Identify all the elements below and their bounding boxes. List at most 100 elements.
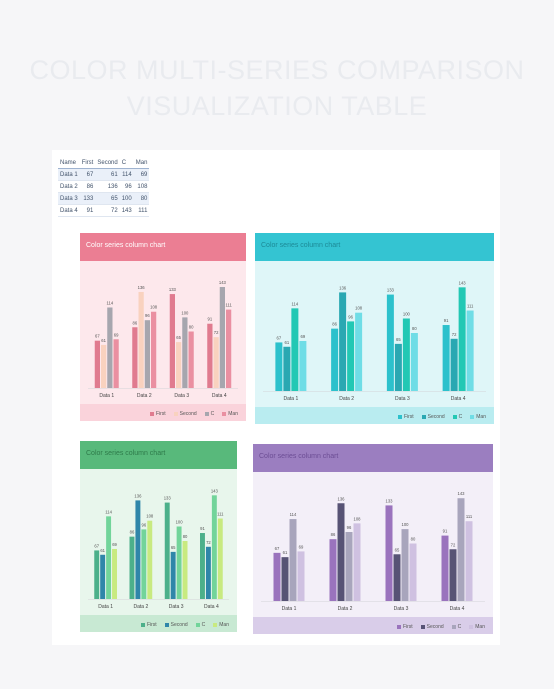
data-label: 72 bbox=[451, 542, 456, 547]
bar-second-2 bbox=[138, 291, 144, 388]
category-label: Data 1 bbox=[98, 604, 113, 610]
data-label: 108 bbox=[355, 306, 363, 311]
data-label: 143 bbox=[459, 280, 467, 285]
bar-second-3 bbox=[170, 551, 176, 599]
bar-first-3 bbox=[169, 294, 175, 388]
data-label: 133 bbox=[386, 498, 394, 503]
legend-item-first: First bbox=[140, 622, 157, 628]
bar-second-3 bbox=[176, 342, 182, 388]
data-label: 86 bbox=[133, 320, 138, 325]
chart-legend: First Second C Man bbox=[149, 411, 238, 417]
bar-first-2 bbox=[132, 327, 138, 388]
legend-item-c: C bbox=[451, 624, 462, 630]
data-label: 114 bbox=[290, 512, 297, 517]
data-label: 65 bbox=[176, 335, 181, 340]
data-label: 72 bbox=[206, 540, 211, 545]
bar-first-3 bbox=[164, 502, 170, 599]
bar-c-1 bbox=[291, 308, 299, 391]
category-label: Data 1 bbox=[99, 393, 114, 399]
legend-item-second: Second bbox=[164, 622, 188, 628]
bar-c-3 bbox=[401, 529, 409, 601]
legend-label: First bbox=[403, 414, 414, 420]
bar-man-4 bbox=[465, 521, 473, 601]
data-label: 61 bbox=[283, 550, 288, 555]
bar-c-3 bbox=[182, 317, 188, 388]
table-cell: 91 bbox=[79, 204, 96, 217]
chart-title: Color series column chart bbox=[80, 233, 246, 261]
data-label: 136 bbox=[134, 493, 142, 498]
bar-c-2 bbox=[347, 321, 355, 391]
table-cell: 65 bbox=[95, 192, 120, 205]
bar-first-4 bbox=[442, 325, 450, 391]
category-label: Data 2 bbox=[137, 393, 152, 399]
legend-swatch bbox=[469, 625, 474, 629]
legend-item-man: Man bbox=[222, 411, 238, 417]
legend-swatch bbox=[222, 412, 227, 416]
category-label: Data 3 bbox=[174, 393, 189, 399]
bar-first-3 bbox=[386, 294, 394, 391]
data-label: 143 bbox=[219, 280, 227, 285]
bar-c-4 bbox=[211, 495, 217, 599]
data-label: 111 bbox=[466, 514, 473, 519]
bar-man-3 bbox=[188, 331, 194, 388]
bar-c-4 bbox=[457, 498, 465, 601]
bar-man-2 bbox=[147, 520, 153, 599]
legend-swatch bbox=[195, 623, 200, 627]
data-label: 100 bbox=[176, 520, 184, 525]
data-label: 143 bbox=[458, 491, 466, 496]
category-label: Data 4 bbox=[451, 396, 466, 402]
data-label: 67 bbox=[95, 334, 100, 339]
bar-first-1 bbox=[273, 552, 281, 601]
bar-second-2 bbox=[339, 292, 347, 391]
legend-label: First bbox=[146, 622, 157, 628]
legend-item-c: C bbox=[452, 414, 462, 420]
chart-footer: First Second C Man bbox=[80, 404, 246, 421]
data-label: 80 bbox=[189, 325, 194, 330]
table-cell: 114 bbox=[119, 168, 134, 181]
bar-man-4 bbox=[226, 309, 232, 388]
category-label: Data 4 bbox=[204, 604, 219, 610]
bar-c-2 bbox=[345, 532, 353, 601]
header-c: C bbox=[119, 157, 134, 169]
bar-c-1 bbox=[106, 516, 112, 599]
table-cell: 67 bbox=[79, 168, 96, 181]
legend-swatch bbox=[213, 623, 218, 627]
data-label: 111 bbox=[225, 303, 232, 308]
data-label: 61 bbox=[101, 338, 106, 343]
table-row: Data 4 91 72 143 111 bbox=[58, 204, 150, 217]
table-cell: 111 bbox=[133, 204, 150, 217]
data-label: 96 bbox=[347, 525, 352, 530]
data-label: 136 bbox=[339, 285, 347, 290]
bar-first-2 bbox=[129, 536, 135, 599]
bar-man-1 bbox=[297, 551, 305, 601]
legend-swatch bbox=[164, 623, 169, 627]
data-table: Name First Second C Man Data 1 67 61 114… bbox=[58, 157, 150, 217]
legend-item-first: First bbox=[149, 411, 166, 417]
chart-title: Color series column chart bbox=[80, 441, 237, 469]
legend-item-man: Man bbox=[470, 414, 486, 420]
bar-first-4 bbox=[441, 535, 449, 601]
legend-label: C bbox=[457, 624, 462, 630]
bar-first-1 bbox=[94, 340, 100, 388]
table-cell: 86 bbox=[79, 180, 96, 193]
table-cell: 69 bbox=[133, 168, 150, 181]
bar-man-3 bbox=[409, 543, 417, 601]
legend-swatch bbox=[397, 415, 402, 419]
bar-c-2 bbox=[144, 320, 150, 388]
data-label: 111 bbox=[467, 304, 474, 309]
legend-swatch bbox=[149, 412, 154, 416]
data-label: 69 bbox=[301, 334, 306, 339]
chart-panel-pink: Color series column chart 67 61 114 69 Data … bbox=[80, 233, 246, 421]
legend-label: C bbox=[201, 622, 206, 628]
data-label: 114 bbox=[292, 301, 299, 306]
bar-man-1 bbox=[299, 340, 307, 391]
data-label: 80 bbox=[412, 326, 417, 331]
data-label: 69 bbox=[299, 544, 304, 549]
bar-man-2 bbox=[355, 312, 363, 391]
table-cell: 72 bbox=[95, 204, 120, 217]
legend-item-second: Second bbox=[420, 624, 444, 630]
legend-item-c: C bbox=[195, 622, 206, 628]
chart-footer: First Second C Man bbox=[255, 407, 494, 424]
data-label: 114 bbox=[107, 300, 114, 305]
